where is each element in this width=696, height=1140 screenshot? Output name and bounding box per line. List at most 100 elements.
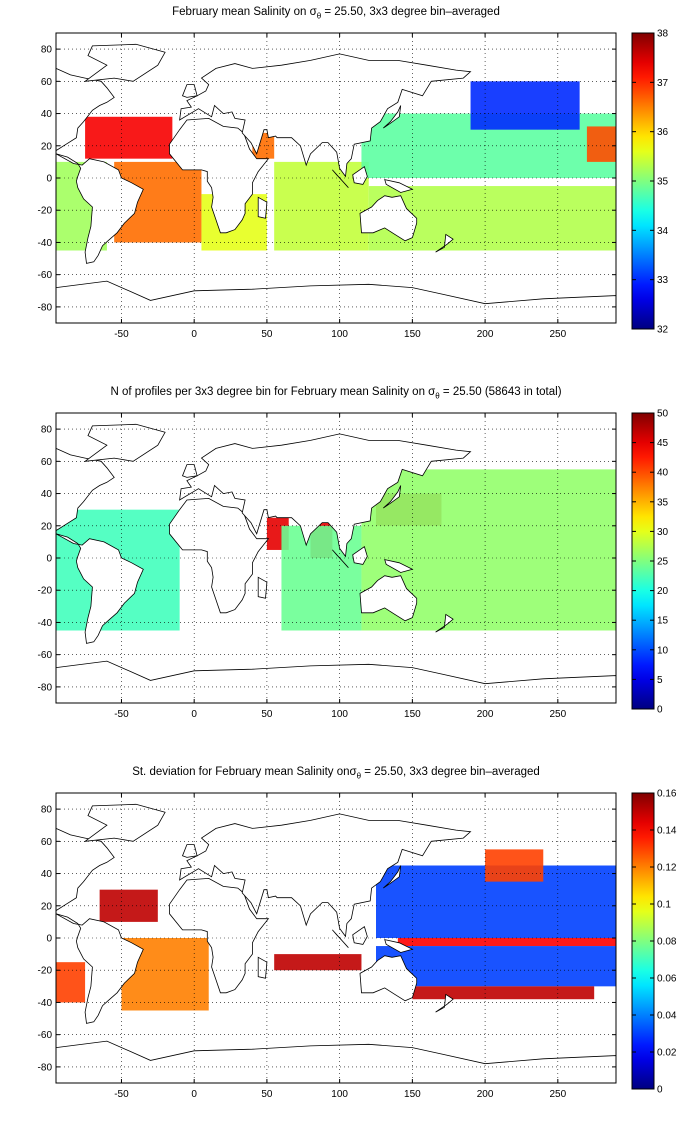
coastline <box>55 1040 617 1084</box>
y-tick-label: 80 <box>41 425 53 436</box>
y-tick-label: 0 <box>46 934 52 945</box>
colorbar-tick-label: 0.14 <box>657 826 677 837</box>
coastline <box>352 546 368 565</box>
y-tick-label: 40 <box>41 869 53 880</box>
colorbar-tick-label: 0.08 <box>657 937 677 948</box>
x-tick-label: 200 <box>477 329 494 340</box>
y-tick-label: -40 <box>38 998 53 1009</box>
coastline <box>169 877 270 994</box>
coastline <box>83 43 166 82</box>
coastline <box>55 660 617 704</box>
colorbar-tick-label: 0.04 <box>657 1011 677 1022</box>
y-tick-label: 80 <box>41 45 53 56</box>
y-tick-label: -60 <box>38 650 53 661</box>
y-tick-label: 20 <box>41 901 53 912</box>
y-tick-label: 0 <box>46 174 52 185</box>
x-tick-label: 150 <box>404 709 421 720</box>
coastline <box>332 929 349 948</box>
colorbar-tick-label: 33 <box>657 275 669 286</box>
salinity-map: -50 0 50 100 150 200 250806040200-20-40-60-803… <box>38 29 669 341</box>
y-tick-label: 80 <box>41 805 53 816</box>
y-tick-label: -40 <box>38 238 53 249</box>
profile-count-map: -50 0 50 100 150 200 250806040200-20-40-60-805… <box>38 409 669 721</box>
data-region <box>470 81 580 130</box>
x-tick-label: 100 <box>331 329 348 340</box>
std-deviation-map: -50 0 50 100 150 200 250806040200-20-40-60-800… <box>38 789 677 1101</box>
data-region <box>485 849 544 882</box>
coastline <box>359 955 418 1002</box>
data-region <box>412 986 595 1000</box>
coastline <box>384 939 414 953</box>
y-tick-label: 20 <box>41 141 53 152</box>
y-tick-label: -40 <box>38 618 53 629</box>
colorbar-tick-label: 0 <box>657 705 663 716</box>
x-tick-label: 0 <box>191 709 197 720</box>
y-tick-label: -80 <box>38 302 53 313</box>
data-region <box>281 525 362 631</box>
data-region <box>56 962 86 1003</box>
colorbar-tick-label: 25 <box>657 557 669 568</box>
y-tick-label: -80 <box>38 682 53 693</box>
coastline <box>435 993 454 1013</box>
coastline <box>169 117 270 234</box>
x-tick-label: 0 <box>191 1089 197 1100</box>
y-tick-label: 40 <box>41 109 53 120</box>
x-tick-label: 200 <box>477 1089 494 1100</box>
coastline <box>169 497 270 614</box>
colorbar-tick-label: 40 <box>657 468 669 479</box>
coastline <box>55 827 115 912</box>
x-tick-label: -50 <box>114 709 129 720</box>
coastline <box>83 423 166 462</box>
colorbar-tick-label: 32 <box>657 325 669 336</box>
coastline <box>257 196 268 219</box>
coastline <box>383 865 402 889</box>
coastline <box>257 956 268 979</box>
coastline <box>352 166 368 185</box>
colorbar-tick-label: 37 <box>657 78 669 89</box>
std-deviation-panel: St. deviation for February mean Salinity… <box>0 760 696 1140</box>
panel-title: St. deviation for February mean Salinity… <box>132 766 540 781</box>
panel-title: N of profiles per 3x3 degree bin for Feb… <box>110 386 562 401</box>
x-tick-label: -50 <box>114 1089 129 1100</box>
coastline <box>55 67 115 152</box>
coastline <box>332 169 349 188</box>
colorbar-tick-label: 35 <box>657 177 669 188</box>
coastline <box>383 485 402 509</box>
colorbar-tick-label: 0.12 <box>657 863 677 874</box>
coastline <box>179 433 472 558</box>
colorbar-tick-label: 10 <box>657 645 669 656</box>
colorbar-tick-label: 5 <box>657 675 663 686</box>
x-tick-label: -50 <box>114 329 129 340</box>
x-tick-label: 150 <box>404 1089 421 1100</box>
coastline <box>181 464 198 478</box>
colorbar-tick-label: 50 <box>657 409 669 420</box>
data-region <box>586 126 616 162</box>
x-tick-label: 150 <box>404 329 421 340</box>
y-tick-label: 0 <box>46 554 52 565</box>
colorbar-tick-label: 0.06 <box>657 974 677 985</box>
x-tick-label: 250 <box>549 329 566 340</box>
coastline <box>332 549 349 568</box>
coastline <box>181 844 198 858</box>
y-tick-label: 40 <box>41 489 53 500</box>
coastline <box>179 813 472 938</box>
data-region <box>85 116 173 159</box>
colorbar-tick-label: 0 <box>657 1085 663 1096</box>
y-tick-label: -60 <box>38 1030 53 1041</box>
y-tick-label: 60 <box>41 837 53 848</box>
coastline <box>83 803 166 842</box>
colorbar-tick-label: 35 <box>657 497 669 508</box>
data-region <box>397 938 616 947</box>
coastline <box>352 926 368 945</box>
x-tick-label: 50 <box>261 1089 273 1100</box>
y-tick-label: -20 <box>38 586 53 597</box>
x-tick-label: 100 <box>331 709 348 720</box>
colorbar-tick-label: 36 <box>657 127 669 138</box>
y-tick-label: 20 <box>41 521 53 532</box>
colorbar-tick-label: 45 <box>657 438 669 449</box>
coastline <box>435 233 454 253</box>
colorbar-tick-label: 0.1 <box>657 900 671 911</box>
panel-title: February mean Salinity on σθ = 25.50, 3x… <box>172 6 500 21</box>
coastline <box>383 105 402 129</box>
coastline <box>359 195 418 242</box>
